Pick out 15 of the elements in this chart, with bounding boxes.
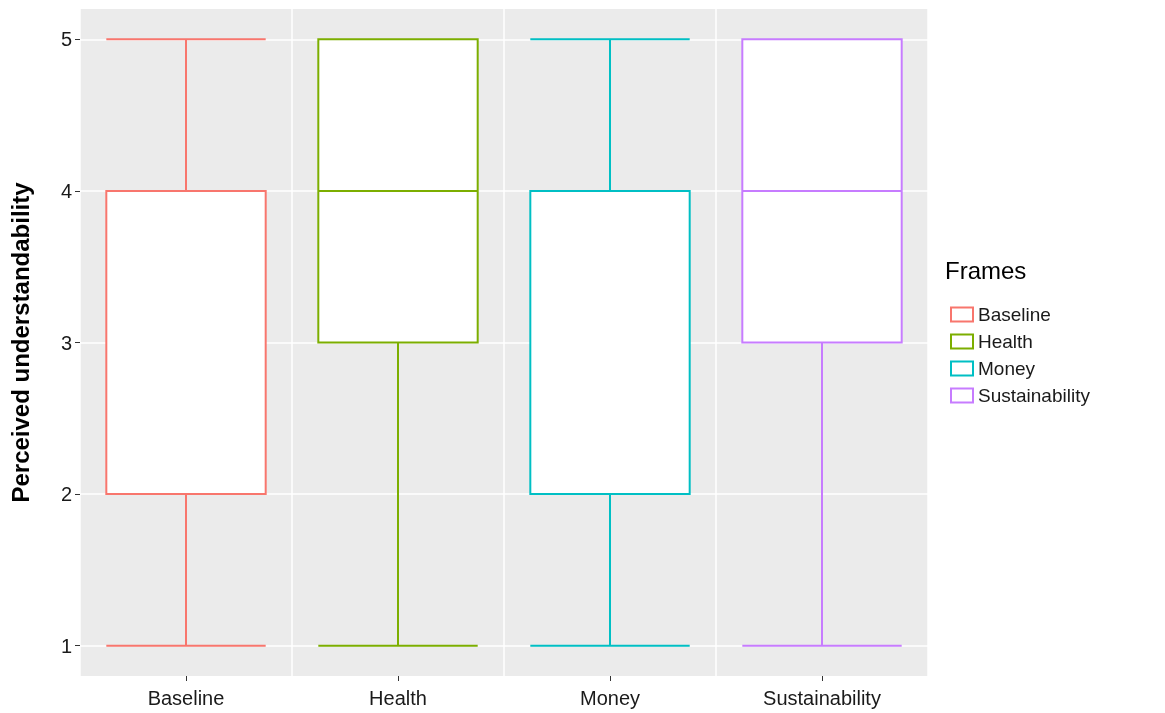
legend-label: Health <box>978 331 1033 352</box>
y-tick-label: 2 <box>60 483 72 506</box>
x-tick-label: Money <box>579 687 641 709</box>
legend-label: Sustainability <box>978 385 1091 406</box>
x-tick-label: Baseline <box>147 687 225 709</box>
y-tick-label: 5 <box>60 28 72 51</box>
legend-label: Money <box>978 358 1036 379</box>
y-tick-label: 1 <box>60 634 72 657</box>
legend-title: Frames <box>945 256 1027 284</box>
x-tick-label: Sustainability <box>763 687 881 709</box>
legend-label: Baseline <box>978 304 1051 325</box>
y-tick-label: 4 <box>60 179 72 202</box>
y-tick-label: 3 <box>60 331 72 354</box>
y-axis-title: Perceived understandability <box>6 181 34 503</box>
x-tick-label: Health <box>369 687 427 709</box>
